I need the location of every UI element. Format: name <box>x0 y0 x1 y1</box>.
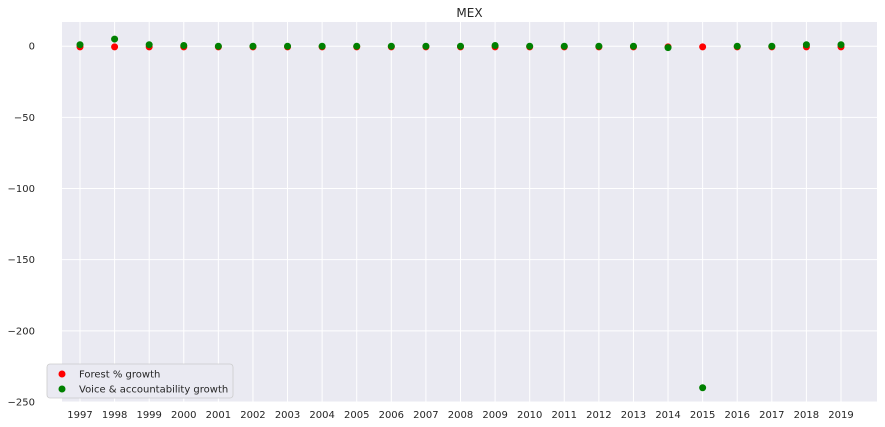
legend-marker-voice <box>58 385 66 393</box>
y-tick-label: −50 <box>14 113 35 124</box>
x-tick-label: 2013 <box>621 410 646 421</box>
chart-title: MEX <box>456 6 482 20</box>
point-voice-2012 <box>595 42 603 50</box>
x-tick-label: 2010 <box>517 410 542 421</box>
point-voice-2004 <box>318 42 326 50</box>
x-tick-label: 2017 <box>759 410 784 421</box>
x-tick-label: 2015 <box>690 410 715 421</box>
point-voice-2003 <box>284 42 292 50</box>
point-voice-2018 <box>802 41 810 49</box>
data-points <box>76 35 845 392</box>
point-voice-2013 <box>629 42 637 50</box>
grid-lines <box>62 22 877 403</box>
legend-marker-forest <box>58 370 66 378</box>
point-voice-2008 <box>457 42 464 50</box>
y-tick-label: 0 <box>29 42 35 53</box>
point-voice-2007 <box>422 42 430 50</box>
x-tick-label: 2011 <box>552 410 577 421</box>
x-tick-label: 2003 <box>275 410 300 421</box>
point-voice-2006 <box>387 42 395 50</box>
legend-label-voice: Voice & accountability growth <box>79 385 228 396</box>
x-tick-label: 2007 <box>413 410 438 421</box>
point-voice-1998 <box>111 35 119 43</box>
x-tick-label: 2008 <box>448 410 473 421</box>
y-tick-label: −100 <box>8 184 35 195</box>
x-tick-label: 2006 <box>379 410 404 421</box>
x-tick-label: 1999 <box>136 410 161 421</box>
point-voice-2001 <box>214 42 222 50</box>
x-tick-label: 2019 <box>828 410 853 421</box>
legend-label-forest: Forest % growth <box>79 370 160 381</box>
point-voice-2009 <box>491 41 499 49</box>
y-tick-label: −150 <box>8 255 35 266</box>
point-forest-1998 <box>111 43 119 51</box>
point-voice-2005 <box>353 42 361 50</box>
y-tick-label: −200 <box>8 326 35 337</box>
x-tick-label: 2012 <box>586 410 611 421</box>
y-tick-label: −250 <box>8 398 35 409</box>
point-voice-2014 <box>664 44 672 52</box>
x-tick-label: 2000 <box>171 410 196 421</box>
x-tick-label: 2005 <box>344 410 369 421</box>
point-voice-2002 <box>249 42 257 50</box>
point-voice-2000 <box>180 41 188 49</box>
x-tick-label: 2018 <box>794 410 819 421</box>
legend-box <box>46 363 234 399</box>
x-tick-label: 1997 <box>67 410 92 421</box>
point-voice-2011 <box>560 42 568 50</box>
point-voice-2015 <box>699 384 707 392</box>
point-voice-2019 <box>837 41 845 49</box>
point-voice-2016 <box>733 42 741 50</box>
x-tick-labels: 1997 1998 1999 2000 2001 2002 2003 2004 2005 2006… <box>67 410 853 421</box>
point-voice-2010 <box>526 42 534 50</box>
x-tick-label: 2002 <box>240 410 265 421</box>
point-voice-2017 <box>768 42 776 50</box>
x-tick-label: 2001 <box>206 410 231 421</box>
point-forest-2015 <box>699 43 707 51</box>
plot-area <box>62 22 877 402</box>
x-tick-label: 2004 <box>309 410 334 421</box>
x-tick-label: 2016 <box>725 410 750 421</box>
x-tick-label: 1998 <box>102 410 127 421</box>
x-tick-label: 2009 <box>482 410 507 421</box>
point-voice-1997 <box>76 41 84 49</box>
point-voice-1999 <box>145 41 153 49</box>
legend: Forest % growth Voice & accountability g… <box>46 363 234 399</box>
x-tick-label: 2014 <box>655 410 680 421</box>
y-tick-labels: 0 −50 −100 −150 −200 −250 <box>8 42 35 409</box>
